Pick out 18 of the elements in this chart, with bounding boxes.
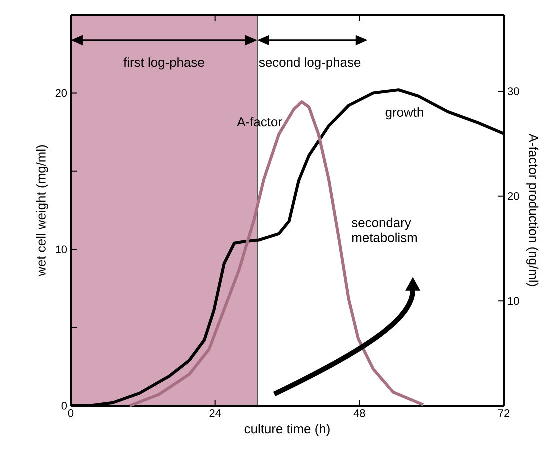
y-axis-title: wet cell weight (mg/ml) (36, 145, 48, 276)
y2-axis-title: A-factor production (ng/ml) (526, 134, 539, 286)
annotation: second log-phase (259, 58, 361, 70)
y-tick-label: 0 (62, 402, 68, 410)
y-tick-label: 20 (56, 89, 68, 98)
y-tick-label: 10 (56, 246, 68, 254)
x-tick-label: 24 (210, 410, 222, 418)
y2-tick-label: 10 (508, 297, 520, 306)
y2-tick-label: 30 (508, 88, 520, 96)
x-tick-label: 48 (354, 410, 366, 418)
line-series (128, 100, 425, 408)
x-tick-label: 0 (68, 410, 74, 418)
x-axis-title: culture time (h) (244, 424, 330, 436)
band-label: first log-phase (124, 58, 204, 70)
series-label: growth (386, 108, 424, 120)
x-tick-label: 72 (498, 410, 510, 418)
y2-tick-label: 20 (508, 192, 520, 200)
annotation: secondary metabolism (352, 218, 417, 242)
